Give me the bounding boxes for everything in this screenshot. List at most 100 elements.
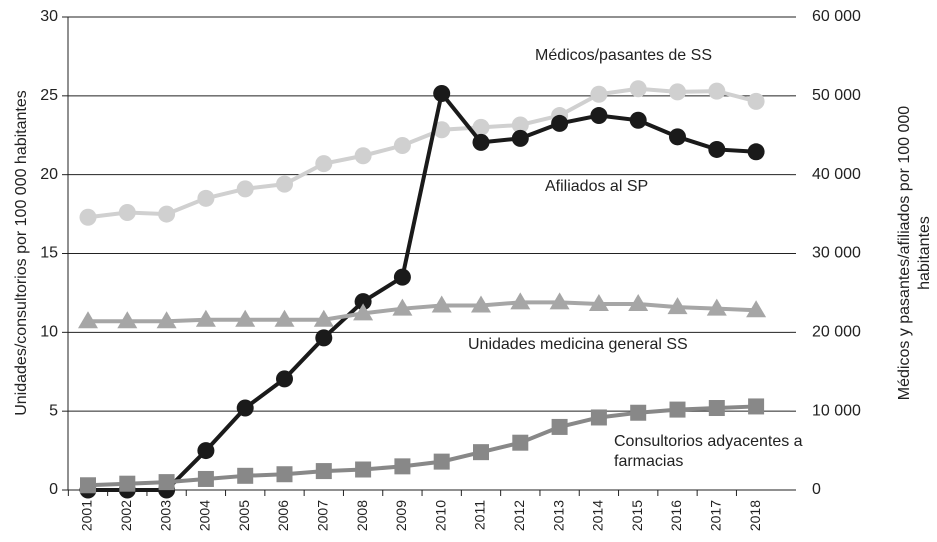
x-tick-label: 2011 (472, 500, 488, 530)
marker (471, 295, 491, 313)
y2-tick-label: 0 (812, 481, 821, 498)
marker (156, 311, 177, 329)
marker (197, 189, 215, 207)
marker (276, 175, 293, 193)
x-tick-label: 2002 (118, 500, 134, 531)
series-line (88, 300, 757, 324)
series-label: Unidades medicina general SS (468, 336, 688, 353)
marker (274, 309, 295, 327)
marker (315, 155, 333, 173)
x-tick-label: 2013 (550, 500, 566, 531)
marker (588, 293, 609, 311)
marker (315, 329, 333, 347)
x-tick-label: 2014 (590, 500, 606, 531)
x-tick-label: 2007 (315, 500, 331, 531)
marker (628, 293, 649, 311)
marker (197, 470, 214, 487)
series-label: Médicos/pasantes de SS (535, 47, 712, 64)
marker (472, 118, 490, 136)
marker (629, 80, 647, 98)
marker (551, 418, 568, 435)
marker (117, 311, 138, 329)
marker (511, 129, 529, 147)
marker (747, 92, 765, 110)
x-tick-label: 2010 (432, 500, 448, 531)
y2-tick-label: 10 000 (812, 402, 861, 419)
x-tick-label: 2004 (197, 500, 213, 531)
marker (510, 292, 531, 310)
marker (433, 121, 451, 139)
marker (236, 180, 254, 198)
marker (590, 85, 608, 103)
marker (549, 292, 570, 310)
x-tick-label: 2012 (511, 500, 527, 531)
x-tick-label: 2016 (668, 500, 684, 531)
series-line (87, 86, 757, 220)
marker (747, 143, 765, 161)
marker (669, 83, 686, 101)
marker (315, 463, 332, 480)
marker (197, 442, 215, 460)
x-tick-label: 2015 (629, 500, 645, 531)
series-line (88, 88, 757, 492)
marker (669, 128, 686, 146)
y2-tick-label: 40 000 (812, 166, 861, 183)
marker (393, 268, 411, 286)
y-tick-label: 0 (49, 481, 58, 498)
y-tick-label: 30 (40, 8, 58, 25)
x-tick-label: 2005 (236, 500, 252, 531)
y2-axis-label: Médicos y pasantes/afiliados por 100 000… (896, 105, 933, 401)
marker (237, 467, 254, 484)
marker (431, 295, 452, 313)
marker (313, 309, 334, 327)
marker (79, 208, 97, 226)
marker (354, 293, 372, 311)
y-tick-label: 20 (40, 166, 58, 183)
marker (708, 82, 726, 100)
marker (512, 434, 529, 451)
marker (708, 140, 726, 158)
marker (433, 84, 451, 102)
marker (354, 147, 372, 165)
series-label: Afiliados al SP (545, 178, 649, 195)
y2-tick-label: 30 000 (812, 245, 861, 262)
marker (392, 298, 413, 316)
marker (472, 133, 490, 151)
marker (706, 298, 727, 316)
marker (590, 409, 607, 426)
x-tick-label: 2003 (157, 500, 173, 531)
marker (118, 204, 136, 222)
marker (119, 475, 136, 492)
marker (629, 111, 647, 129)
marker (158, 205, 176, 223)
y-tick-label: 25 (40, 87, 58, 104)
marker (353, 303, 374, 321)
marker (667, 297, 688, 315)
marker (630, 404, 647, 421)
marker (158, 474, 175, 491)
y-tick-label: 10 (40, 324, 58, 341)
marker (746, 300, 767, 318)
marker (235, 309, 256, 327)
marker (276, 370, 293, 388)
marker (394, 458, 411, 475)
series-label: Consultorios adyacentes a farmacias (614, 433, 803, 470)
x-tick-label: 2017 (708, 500, 724, 531)
marker (511, 116, 529, 134)
marker (276, 466, 293, 483)
marker (551, 114, 569, 132)
x-tick-label: 2009 (393, 500, 409, 531)
marker (393, 136, 411, 154)
marker (195, 309, 216, 327)
marker (236, 399, 254, 417)
y2-tick-label: 20 000 (812, 324, 861, 341)
marker (473, 444, 489, 461)
marker (355, 461, 372, 478)
y2-tick-label: 60 000 (812, 8, 861, 25)
y-axis-label: Unidades/consultorios por 100 000 habita… (13, 90, 30, 416)
marker (433, 453, 450, 470)
marker (669, 401, 686, 418)
y-tick-label: 15 (40, 245, 58, 262)
marker (590, 107, 608, 125)
